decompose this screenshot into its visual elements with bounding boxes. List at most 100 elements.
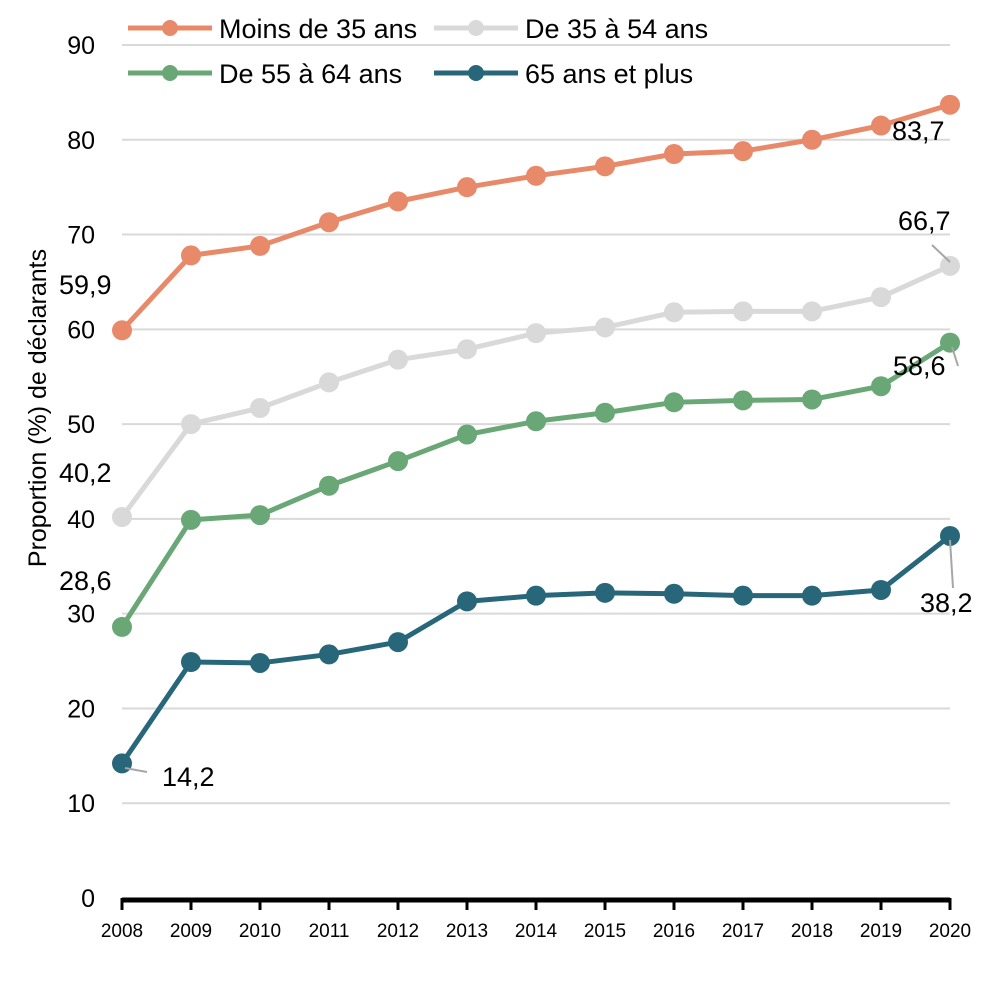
data-label-last: 66,7 — [898, 206, 951, 236]
data-point — [733, 390, 753, 411]
y-tick-label: 70 — [67, 222, 95, 250]
data-point — [250, 652, 270, 673]
x-axis: 2008 2009 2010 2011 2012 2013 2014 2015 2016 2017… — [101, 897, 971, 942]
data-point — [526, 323, 546, 344]
data-label-first: 14,2 — [162, 762, 215, 792]
data-point — [526, 585, 546, 606]
data-point — [181, 245, 201, 266]
legend-label: De 55 à 64 ans — [219, 59, 402, 89]
x-tick-label: 2011 — [309, 921, 350, 942]
data-point — [802, 585, 822, 606]
data-point — [457, 591, 477, 612]
y-tick-label: 0 — [81, 885, 95, 913]
leader-line — [124, 767, 148, 773]
y-tick-label: 60 — [67, 316, 95, 344]
data-point — [250, 235, 270, 256]
series-1 — [112, 255, 960, 527]
data-point — [871, 287, 891, 308]
data-point — [940, 94, 960, 115]
legend-label: De 35 à 54 ans — [525, 14, 708, 44]
x-tick-label: 2015 — [584, 921, 626, 942]
data-point — [664, 302, 684, 323]
data-point — [733, 141, 753, 162]
data-point — [388, 632, 408, 653]
series-line — [120, 102, 951, 332]
series-line — [119, 263, 952, 519]
data-point — [595, 317, 615, 338]
legend-label: Moins de 35 ans — [219, 14, 417, 44]
data-point — [664, 583, 684, 604]
legend-item: Moins de 35 ans — [128, 14, 417, 44]
data-point — [388, 191, 408, 212]
data-point — [319, 212, 339, 233]
data-point — [250, 397, 270, 418]
data-label-first: 59,9 — [59, 270, 112, 300]
data-point — [595, 582, 615, 603]
data-point — [595, 402, 615, 423]
series-2 — [112, 332, 960, 637]
legend-marker — [162, 65, 178, 81]
x-tick-label: 2020 — [929, 921, 971, 942]
data-point — [319, 644, 339, 665]
series-0 — [112, 94, 960, 341]
data-point — [664, 392, 684, 413]
data-point — [940, 255, 960, 276]
data-point — [940, 525, 960, 546]
data-point — [733, 301, 753, 322]
legend-marker — [468, 20, 484, 36]
y-tick-label: 10 — [67, 790, 95, 818]
x-tick-label: 2019 — [860, 921, 902, 942]
data-point — [181, 652, 201, 673]
data-point — [388, 349, 408, 370]
x-tick-label: 2018 — [791, 921, 833, 942]
x-tick-label: 2016 — [653, 921, 695, 942]
data-point — [526, 411, 546, 432]
series-line — [119, 340, 952, 629]
y-tick-label: 90 — [67, 32, 95, 60]
data-point — [871, 579, 891, 600]
x-tick-label: 2013 — [446, 921, 488, 942]
legend-marker — [162, 20, 178, 36]
legend-marker — [468, 65, 484, 81]
x-tick-label: 2010 — [239, 921, 281, 942]
legend-label: 65 ans et plus — [525, 59, 693, 89]
data-labels: 59,9 83,7 40,2 66,7 28,6 58,6 14,2 38,2 — [59, 116, 973, 792]
series-line — [119, 533, 952, 765]
data-point — [802, 301, 822, 322]
data-point — [802, 389, 822, 410]
y-tick-label: 40 — [67, 506, 95, 534]
series-3 — [112, 525, 960, 774]
data-label-last: 58,6 — [893, 351, 946, 381]
series-group — [112, 94, 960, 774]
data-point — [112, 753, 132, 774]
legend-item: De 35 à 54 ans — [434, 14, 708, 44]
data-point — [112, 616, 132, 637]
x-tick-label: 2014 — [515, 921, 558, 942]
y-tick-label: 20 — [67, 695, 95, 723]
y-axis-ticks: 0 10 20 30 40 50 60 70 80 90 — [67, 32, 95, 913]
data-label-first: 40,2 — [59, 458, 112, 488]
data-point — [250, 505, 270, 526]
legend: Moins de 35 ans De 35 à 54 ans De 55 à 64 … — [128, 14, 708, 89]
data-point — [802, 129, 822, 150]
x-tick-label: 2012 — [377, 921, 419, 942]
data-point — [181, 509, 201, 530]
data-label-first: 28,6 — [59, 566, 112, 596]
data-point — [319, 475, 339, 496]
data-label-last: 83,7 — [892, 116, 945, 146]
data-point — [457, 424, 477, 445]
legend-item: 65 ans et plus — [434, 59, 693, 89]
data-point — [595, 156, 615, 177]
data-label-last: 38,2 — [920, 588, 973, 618]
data-point — [457, 339, 477, 360]
data-point — [181, 414, 201, 435]
data-point — [526, 165, 546, 186]
data-point — [940, 332, 960, 353]
data-point — [112, 506, 132, 527]
x-tick-label: 2017 — [722, 921, 764, 942]
leader-line — [931, 244, 951, 263]
data-point — [733, 585, 753, 606]
y-tick-label: 30 — [67, 601, 95, 629]
data-point — [457, 177, 477, 198]
